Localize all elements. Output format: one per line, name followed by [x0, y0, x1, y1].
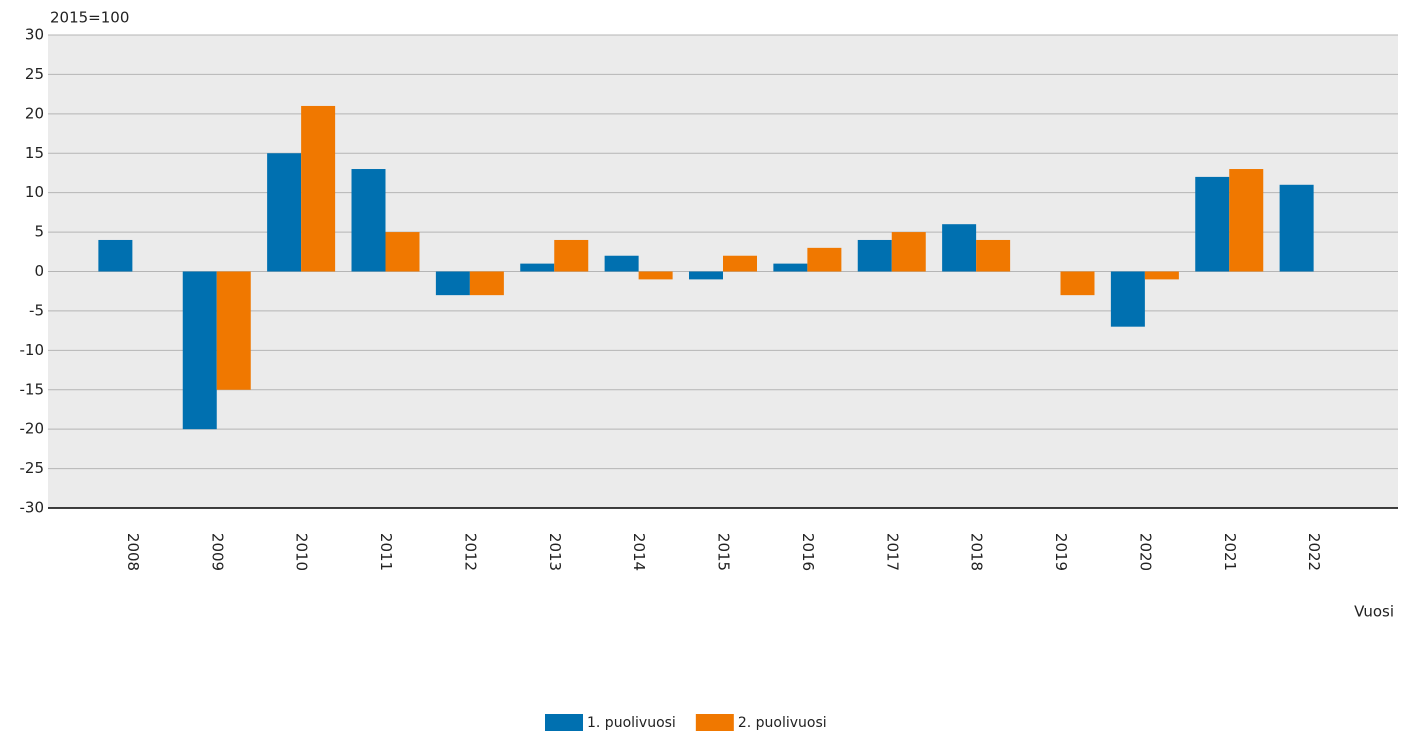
- x-tick-label: 2014: [630, 533, 648, 571]
- bar: [638, 271, 673, 280]
- y-tick-label: 30: [25, 26, 44, 44]
- y-tick-label: 25: [25, 65, 44, 83]
- y-tick-label: 20: [25, 104, 44, 122]
- bar: [267, 153, 302, 272]
- y-tick-label: -10: [20, 341, 45, 359]
- x-tick-label: 2017: [883, 533, 901, 571]
- bar: [857, 239, 892, 272]
- bar: [891, 232, 926, 272]
- bar: [385, 232, 420, 272]
- y-tick-label: 10: [25, 183, 44, 201]
- x-tick-label: 2012: [461, 533, 479, 571]
- bar: [942, 224, 977, 272]
- legend-swatch: [545, 714, 583, 731]
- bar: [1195, 176, 1230, 272]
- y-tick-label: -5: [29, 301, 44, 319]
- x-tick-label: 2022: [1305, 533, 1323, 571]
- y-tick-label: 0: [34, 262, 44, 280]
- x-axis-label: Vuosi: [1354, 603, 1394, 621]
- bar: [773, 263, 808, 272]
- x-tick-label: 2016: [799, 533, 817, 571]
- y-tick-label: -15: [20, 380, 45, 398]
- x-tick-label: 2020: [1136, 533, 1154, 571]
- bar: [689, 271, 723, 280]
- x-tick-label: 2009: [208, 533, 226, 571]
- y-tick-label: -30: [20, 499, 45, 517]
- legend-label: 1. puolivuosi: [587, 715, 676, 731]
- x-tick-label: 2019: [1052, 533, 1070, 571]
- legend-label: 2. puolivuosi: [738, 715, 827, 731]
- x-tick-label: 2010: [293, 533, 311, 571]
- bar: [1229, 169, 1264, 272]
- y-tick-label: 15: [25, 144, 44, 162]
- x-tick-label: 2008: [124, 533, 142, 571]
- bar: [469, 271, 504, 296]
- bar: [604, 255, 639, 272]
- bar: [520, 263, 555, 272]
- x-tick-label: 2018: [968, 533, 986, 571]
- x-tick-label: 2021: [1221, 533, 1239, 571]
- bar: [723, 255, 757, 272]
- x-tick-label: 2015: [715, 533, 733, 571]
- bar: [351, 169, 386, 272]
- y-tick-label: -20: [20, 420, 45, 438]
- bar: [1279, 184, 1314, 272]
- legend: 1. puolivuosi 2. puolivuosi: [545, 714, 827, 731]
- legend-swatch: [695, 714, 734, 731]
- bar: [976, 239, 1011, 272]
- bar: [1144, 271, 1179, 280]
- bar: [182, 271, 217, 430]
- bar: [1110, 271, 1145, 327]
- x-tick-label: 2013: [546, 533, 564, 571]
- bar: [216, 271, 251, 390]
- y-unit-label: 2015=100: [50, 9, 129, 27]
- x-tick-label: 2011: [377, 533, 395, 571]
- bar: [554, 239, 589, 272]
- bar: [98, 239, 133, 272]
- bar: [1060, 271, 1095, 296]
- y-tick-label: -25: [20, 459, 45, 477]
- bar: [807, 247, 842, 272]
- y-tick-label: 5: [34, 223, 44, 241]
- bar: [435, 271, 470, 296]
- bar: [301, 105, 336, 272]
